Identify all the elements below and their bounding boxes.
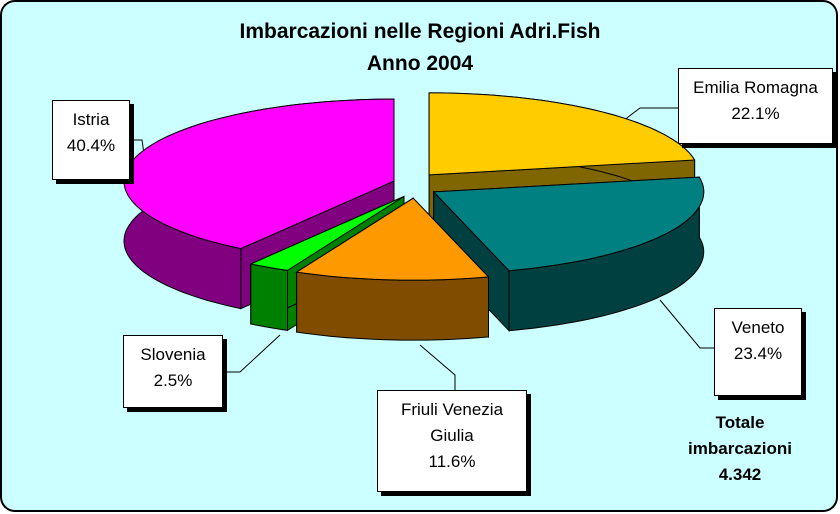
leader-line — [419, 344, 456, 390]
data-label: Emilia Romagna 22.1% — [678, 68, 833, 144]
annotation-line: imbarcazioni — [688, 439, 792, 458]
annotation: Totale imbarcazioni 4.342 — [680, 410, 800, 488]
annotation-line: Totale — [715, 413, 765, 432]
category-label: Veneto — [731, 318, 785, 337]
value-label: 23.4% — [733, 344, 783, 363]
category-label: Slovenia — [140, 345, 206, 364]
data-label: Veneto 23.4% — [714, 308, 802, 396]
value-label: 11.6% — [428, 452, 476, 471]
annotation-line: 4.342 — [718, 465, 762, 484]
value-label: 40.4% — [66, 136, 116, 155]
chart-title: Imbarcazioni nelle Regioni Adri.Fish — [239, 20, 601, 43]
value-label: 2.5% — [153, 371, 193, 390]
category-label: Friuli Venezia Giulia — [400, 400, 504, 445]
slice — [432, 176, 705, 272]
leader-line — [223, 334, 281, 373]
slice — [123, 98, 395, 250]
data-label: Istria 40.4% — [52, 100, 130, 180]
value-label: 22.1% — [731, 104, 780, 123]
leader-line — [659, 299, 714, 349]
data-label: Slovenia 2.5% — [123, 335, 223, 408]
chart-subtitle: Anno 2004 — [366, 52, 474, 75]
category-label: Istria — [72, 110, 110, 129]
data-label: Friuli Venezia Giulia 11.6% — [377, 390, 527, 492]
slice-wall — [296, 271, 489, 341]
category-label: Emilia Romagna — [693, 78, 818, 97]
slice — [295, 197, 490, 281]
slice-wall — [250, 263, 288, 331]
slice — [249, 195, 405, 271]
